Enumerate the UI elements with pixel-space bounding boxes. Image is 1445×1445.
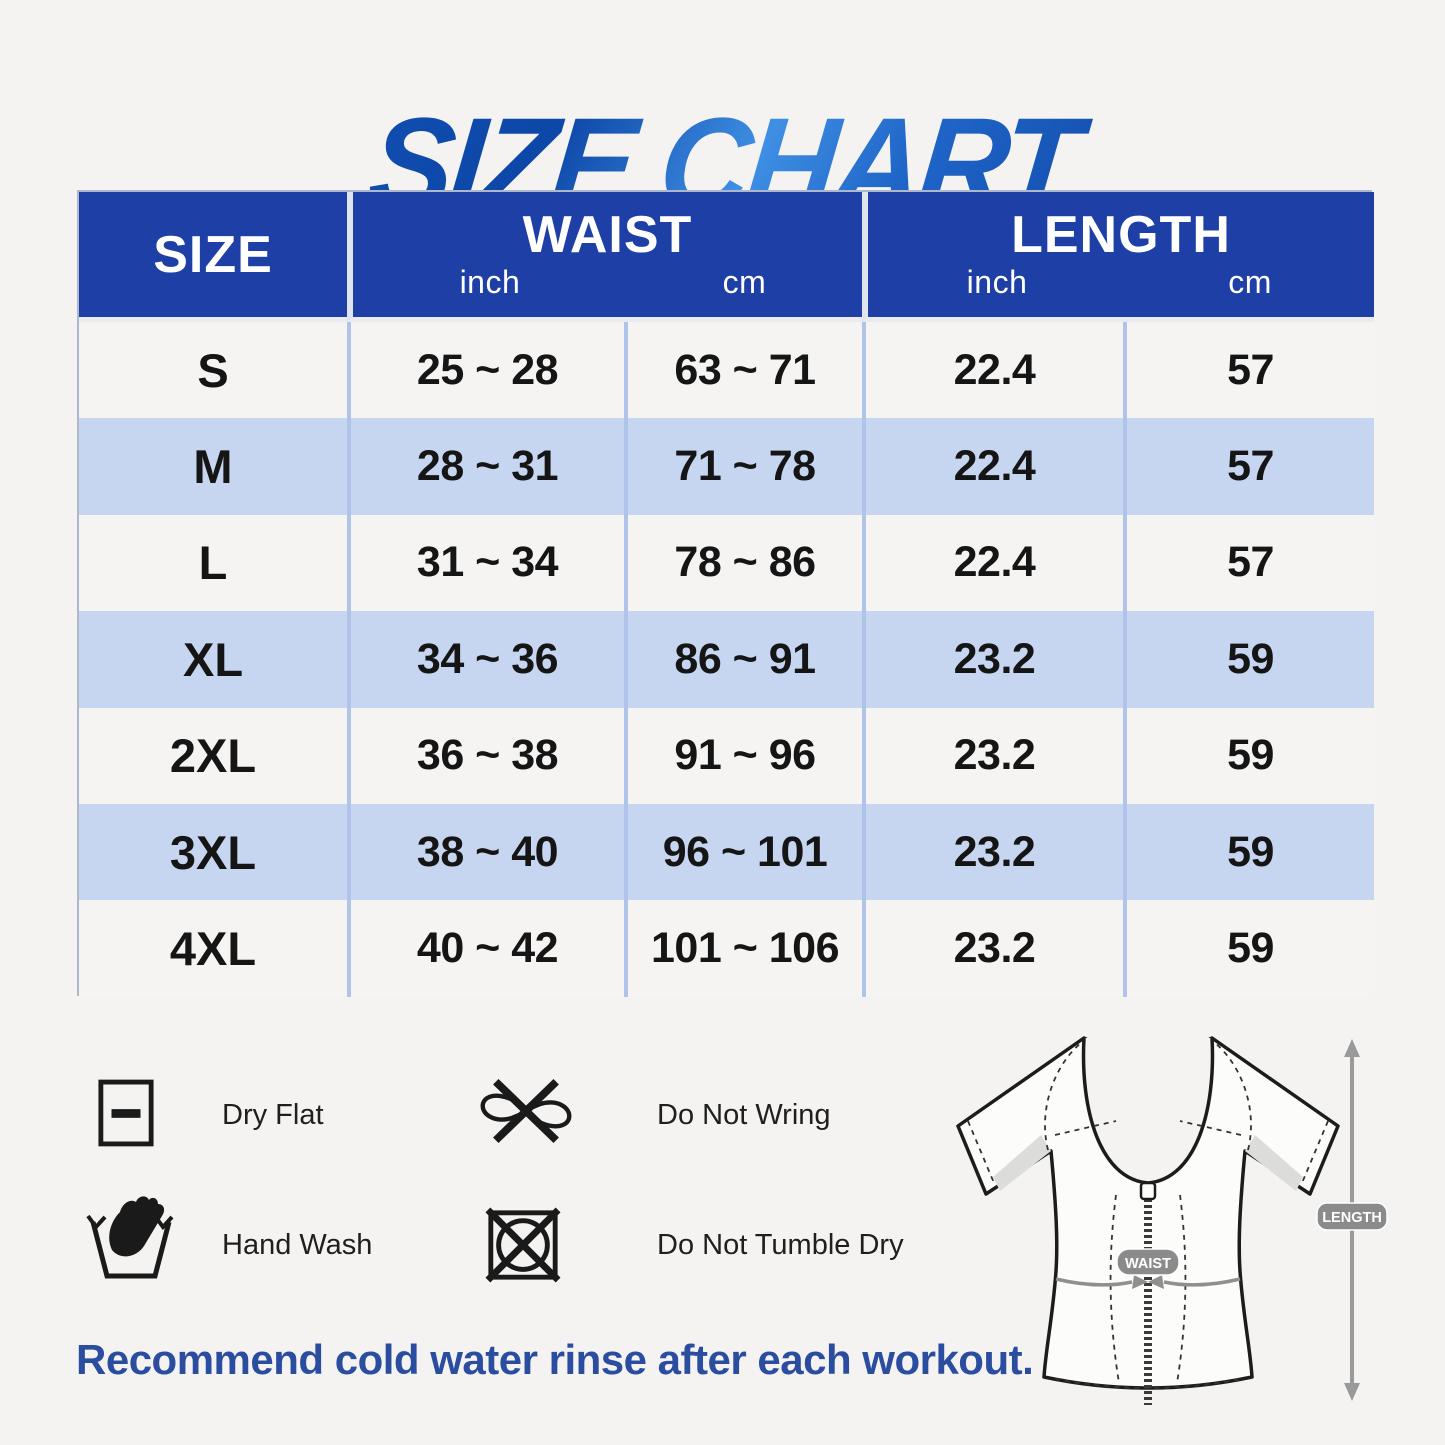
waist-units-row: inch cm	[353, 264, 862, 301]
hand-wash-icon	[86, 1196, 174, 1279]
length-badge-label: LENGTH	[1322, 1210, 1382, 1226]
waist-cm-cell: 71 ~ 78	[624, 418, 862, 515]
length-cm-cell: 59	[1123, 803, 1374, 901]
dry-flat-icon	[98, 1079, 154, 1147]
waist-badge	[1116, 1248, 1180, 1276]
length-inch-cell: 23.2	[862, 707, 1123, 804]
size-cell: S	[79, 322, 347, 419]
sleeve-shade-left	[993, 1135, 1051, 1191]
length-units-row: inch cm	[868, 264, 1374, 301]
waist-cm-cell: 96 ~ 101	[624, 803, 862, 901]
length-unit-cm: cm	[1228, 264, 1272, 300]
care-label: Dry Flat	[222, 1099, 324, 1131]
length-cm-cell: 57	[1123, 514, 1374, 612]
size-cell: 4XL	[79, 900, 347, 997]
waist-inch-cell: 38 ~ 40	[347, 803, 624, 901]
length-badge	[1316, 1202, 1388, 1231]
waist-arrowhead-right	[1132, 1275, 1148, 1289]
waist-badge-label: WAIST	[1125, 1256, 1171, 1272]
length-cm-cell: 57	[1123, 322, 1374, 419]
size-table: SIZE WAIST inch cm LENGTH inch cm S 25 ~…	[77, 190, 1374, 997]
do-not-wring-icon	[480, 1078, 572, 1144]
waist-inch-cell: 28 ~ 31	[347, 418, 624, 515]
length-inch-cell: 23.2	[862, 803, 1123, 901]
length-inch-cell: 23.2	[862, 900, 1123, 997]
length-arrowhead-top	[1344, 1039, 1360, 1057]
length-header-label: LENGTH	[1011, 206, 1231, 264]
length-cm-cell: 59	[1123, 900, 1374, 997]
waist-cm-cell: 101 ~ 106	[624, 900, 862, 997]
care-label: Do Not Tumble Dry	[657, 1229, 904, 1261]
waist-inch-cell: 36 ~ 38	[347, 707, 624, 804]
length-arrowhead-bottom	[1344, 1383, 1360, 1401]
waist-header-label: WAIST	[522, 206, 693, 264]
waist-cm-cell: 63 ~ 71	[624, 322, 862, 419]
waist-inch-cell: 34 ~ 36	[347, 611, 624, 708]
size-cell: XL	[79, 611, 347, 708]
length-cm-cell: 57	[1123, 418, 1374, 515]
size-header-label: SIZE	[153, 225, 273, 284]
length-inch-cell: 22.4	[862, 514, 1123, 612]
length-inch-cell: 23.2	[862, 611, 1123, 708]
size-cell: 2XL	[79, 707, 347, 804]
zipper-pull	[1139, 1181, 1157, 1201]
garment-measure-diagram: WAIST LENGTH	[956, 1036, 1388, 1405]
waist-arrows	[1055, 1277, 1241, 1287]
size-cell: 3XL	[79, 803, 347, 901]
length-unit-inch: inch	[966, 264, 1028, 300]
waist-arrowhead-left	[1148, 1275, 1164, 1289]
length-cm-cell: 59	[1123, 707, 1374, 804]
length-inch-cell: 22.4	[862, 418, 1123, 515]
footer-note: Recommend cold water rinse after each wo…	[76, 1336, 1034, 1383]
waist-cm-cell: 91 ~ 96	[624, 707, 862, 804]
size-cell: M	[79, 418, 347, 515]
column-header-size: SIZE	[79, 192, 347, 322]
care-label: Hand Wash	[222, 1229, 373, 1261]
waist-inch-cell: 25 ~ 28	[347, 322, 624, 419]
seam-lines	[967, 1041, 1329, 1389]
waist-cm-cell: 78 ~ 86	[624, 514, 862, 612]
sleeve-shade-right	[1245, 1135, 1303, 1191]
size-cell: L	[79, 514, 347, 612]
waist-inch-cell: 31 ~ 34	[347, 514, 624, 612]
length-cm-cell: 59	[1123, 611, 1374, 708]
waist-unit-inch: inch	[459, 264, 521, 300]
waist-cm-cell: 86 ~ 91	[624, 611, 862, 708]
column-header-waist: WAIST inch cm	[347, 192, 862, 322]
waist-unit-cm: cm	[722, 264, 767, 300]
length-inch-cell: 22.4	[862, 322, 1123, 419]
column-header-length: LENGTH inch cm	[862, 192, 1374, 322]
waist-inch-cell: 40 ~ 42	[347, 900, 624, 997]
do-not-tumble-dry-icon	[485, 1207, 561, 1283]
care-label: Do Not Wring	[657, 1099, 831, 1131]
